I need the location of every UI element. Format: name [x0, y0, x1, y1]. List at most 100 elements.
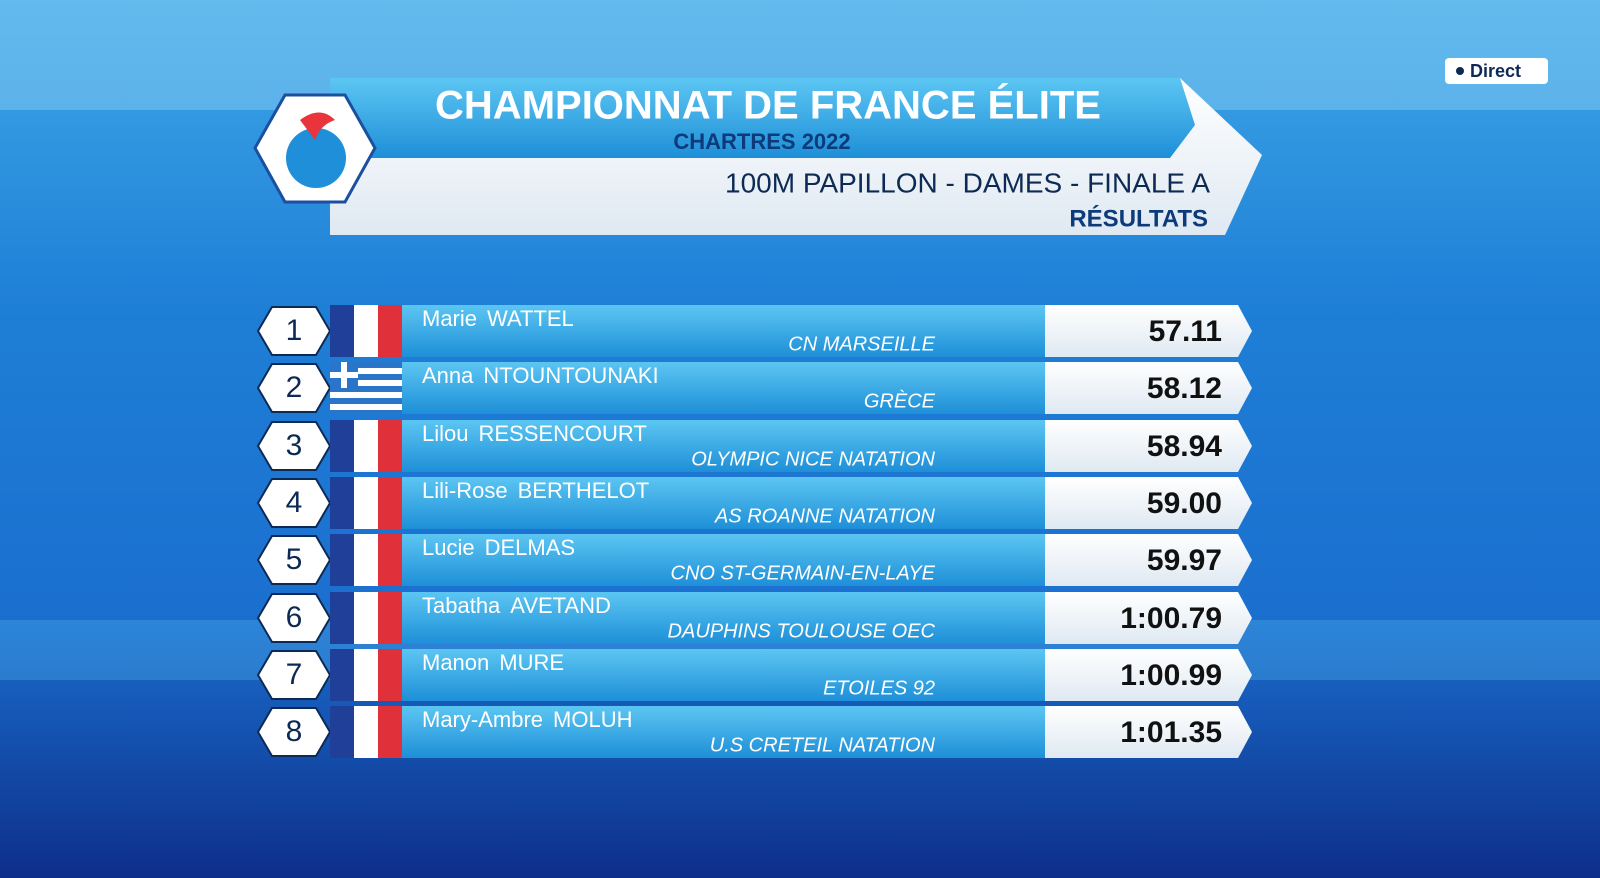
- rank-badge: [256, 421, 332, 471]
- athlete-name: Marie WATTEL: [422, 306, 574, 331]
- result-row: 8 Mary-Ambre MOLUH U.S CRETEIL NATATION 1:01…: [256, 706, 1252, 758]
- rank-badge: [256, 478, 332, 528]
- result-row: 4 Lili-Rose BERTHELOT AS ROANNE NATATION 59.…: [256, 477, 1252, 529]
- logo-crest: [300, 112, 335, 140]
- badge-dot: [1456, 67, 1464, 75]
- name-bar: [400, 305, 1060, 357]
- time-box: [1045, 649, 1252, 701]
- logo-wave: [286, 128, 346, 188]
- flag-fr: [330, 649, 402, 701]
- result-row: 2 Anna NTOUNTOUNAKI GRÈCE 58.12: [256, 362, 1252, 414]
- name-bar: [400, 649, 1060, 701]
- result-row: 1 Marie WATTEL CN MARSEILLE 57.11: [256, 305, 1252, 357]
- athlete-name: Lili-Rose BERTHELOT: [422, 478, 649, 503]
- result-row: 7 Manon MURE ETOILES 92 1:00.99: [256, 649, 1252, 701]
- rank-badge: [256, 593, 332, 643]
- first-name: Tabatha: [422, 593, 501, 618]
- athlete-name: Manon MURE: [422, 650, 564, 675]
- last-name: DELMAS: [485, 535, 575, 560]
- first-name: Lili-Rose: [422, 478, 508, 503]
- results: 1 Marie WATTEL CN MARSEILLE 57.11 2 Anna NTOUNT…: [256, 305, 1252, 758]
- first-name: Lucie: [422, 535, 475, 560]
- name-bar: [400, 362, 1060, 414]
- name-bar: [400, 706, 1060, 758]
- title: CHAMPIONNAT DE FRANCE ÉLITE: [435, 83, 1101, 128]
- club: AS ROANNE NATATION: [714, 505, 936, 527]
- flag-fr: [330, 420, 402, 472]
- status: Direct: [1470, 61, 1521, 81]
- time: 59.00: [1147, 487, 1222, 520]
- first-name: Marie: [422, 306, 477, 331]
- header: CHAMPIONNAT DE FRANCE ÉLITE CHARTRES 202…: [253, 78, 1262, 235]
- time: 1:01.35: [1120, 716, 1222, 749]
- time: 59.97: [1147, 544, 1222, 577]
- athlete-name: Lucie DELMAS: [422, 535, 575, 560]
- results-label: RÉSULTATS: [1069, 204, 1208, 232]
- last-name: NTOUNTOUNAKI: [483, 363, 658, 388]
- result-row: 5 Lucie DELMAS CNO ST-GERMAIN-EN-LAYE 59.97: [256, 534, 1252, 586]
- name-bar: [400, 592, 1060, 644]
- rank-badge: [256, 363, 332, 413]
- first-name: Mary-Ambre: [422, 707, 543, 732]
- time-box: [1045, 305, 1252, 357]
- rank: 7: [286, 658, 303, 691]
- flag-fr: [330, 477, 402, 529]
- rank-badge: [256, 707, 332, 757]
- rank: 6: [286, 601, 303, 634]
- subtitle: CHARTRES 2022: [673, 129, 850, 154]
- last-name: RESSENCOURT: [478, 421, 646, 446]
- last-name: WATTEL: [487, 306, 574, 331]
- time-box: [1045, 362, 1252, 414]
- last-name: AVETAND: [510, 593, 611, 618]
- first-name: Anna: [422, 363, 474, 388]
- name-bar: [400, 420, 1060, 472]
- club: CNO ST-GERMAIN-EN-LAYE: [671, 562, 936, 584]
- result-row: 6 Tabatha AVETAND DAUPHINS TOULOUSE OEC 1:00…: [256, 592, 1252, 644]
- last-name: MOLUH: [553, 707, 632, 732]
- time: 58.12: [1147, 372, 1222, 405]
- rank: 1: [286, 314, 303, 347]
- club: U.S CRETEIL NATATION: [710, 734, 936, 756]
- club: CN MARSEILLE: [788, 333, 935, 355]
- last-name: MURE: [499, 650, 564, 675]
- flag-fr: [330, 706, 402, 758]
- flag-fr: [330, 534, 402, 586]
- flag-fr: [330, 592, 402, 644]
- result-row: 3 Lilou RESSENCOURT OLYMPIC NICE NATATION 58…: [256, 420, 1252, 472]
- flag-fr: [330, 305, 402, 357]
- club: ETOILES 92: [823, 677, 935, 699]
- badge-box: [1445, 58, 1548, 84]
- club: DAUPHINS TOULOUSE OEC: [668, 620, 936, 642]
- first-name: Lilou: [422, 421, 468, 446]
- time-box: [1045, 706, 1252, 758]
- event: 100M PAPILLON - DAMES - FINALE A: [725, 167, 1210, 198]
- rank-badge: [256, 306, 332, 356]
- club: GRÈCE: [864, 389, 936, 412]
- last-name: BERTHELOT: [518, 478, 650, 503]
- rank: 4: [286, 486, 303, 519]
- first-name: Manon: [422, 650, 489, 675]
- name-bar: [400, 534, 1060, 586]
- rank: 5: [286, 543, 303, 576]
- athlete-name: Mary-Ambre MOLUH: [422, 707, 632, 732]
- rank: 2: [286, 371, 303, 404]
- name-bar: [400, 477, 1060, 529]
- flags: [330, 305, 402, 758]
- header-band: [330, 78, 1195, 158]
- club: OLYMPIC NICE NATATION: [691, 448, 935, 470]
- time: 57.11: [1149, 315, 1222, 348]
- rank-badge: [256, 650, 332, 700]
- flag-gr: [330, 362, 402, 414]
- rank-badge: [256, 535, 332, 585]
- time-box: [1045, 534, 1252, 586]
- athlete-name: Lilou RESSENCOURT: [422, 421, 647, 446]
- time-box: [1045, 477, 1252, 529]
- live-badge: Direct: [1445, 58, 1548, 84]
- time: 1:00.79: [1120, 602, 1222, 635]
- time-box: [1045, 592, 1252, 644]
- rank: 8: [286, 715, 303, 748]
- time: 1:00.99: [1120, 659, 1222, 692]
- rank: 3: [286, 429, 303, 462]
